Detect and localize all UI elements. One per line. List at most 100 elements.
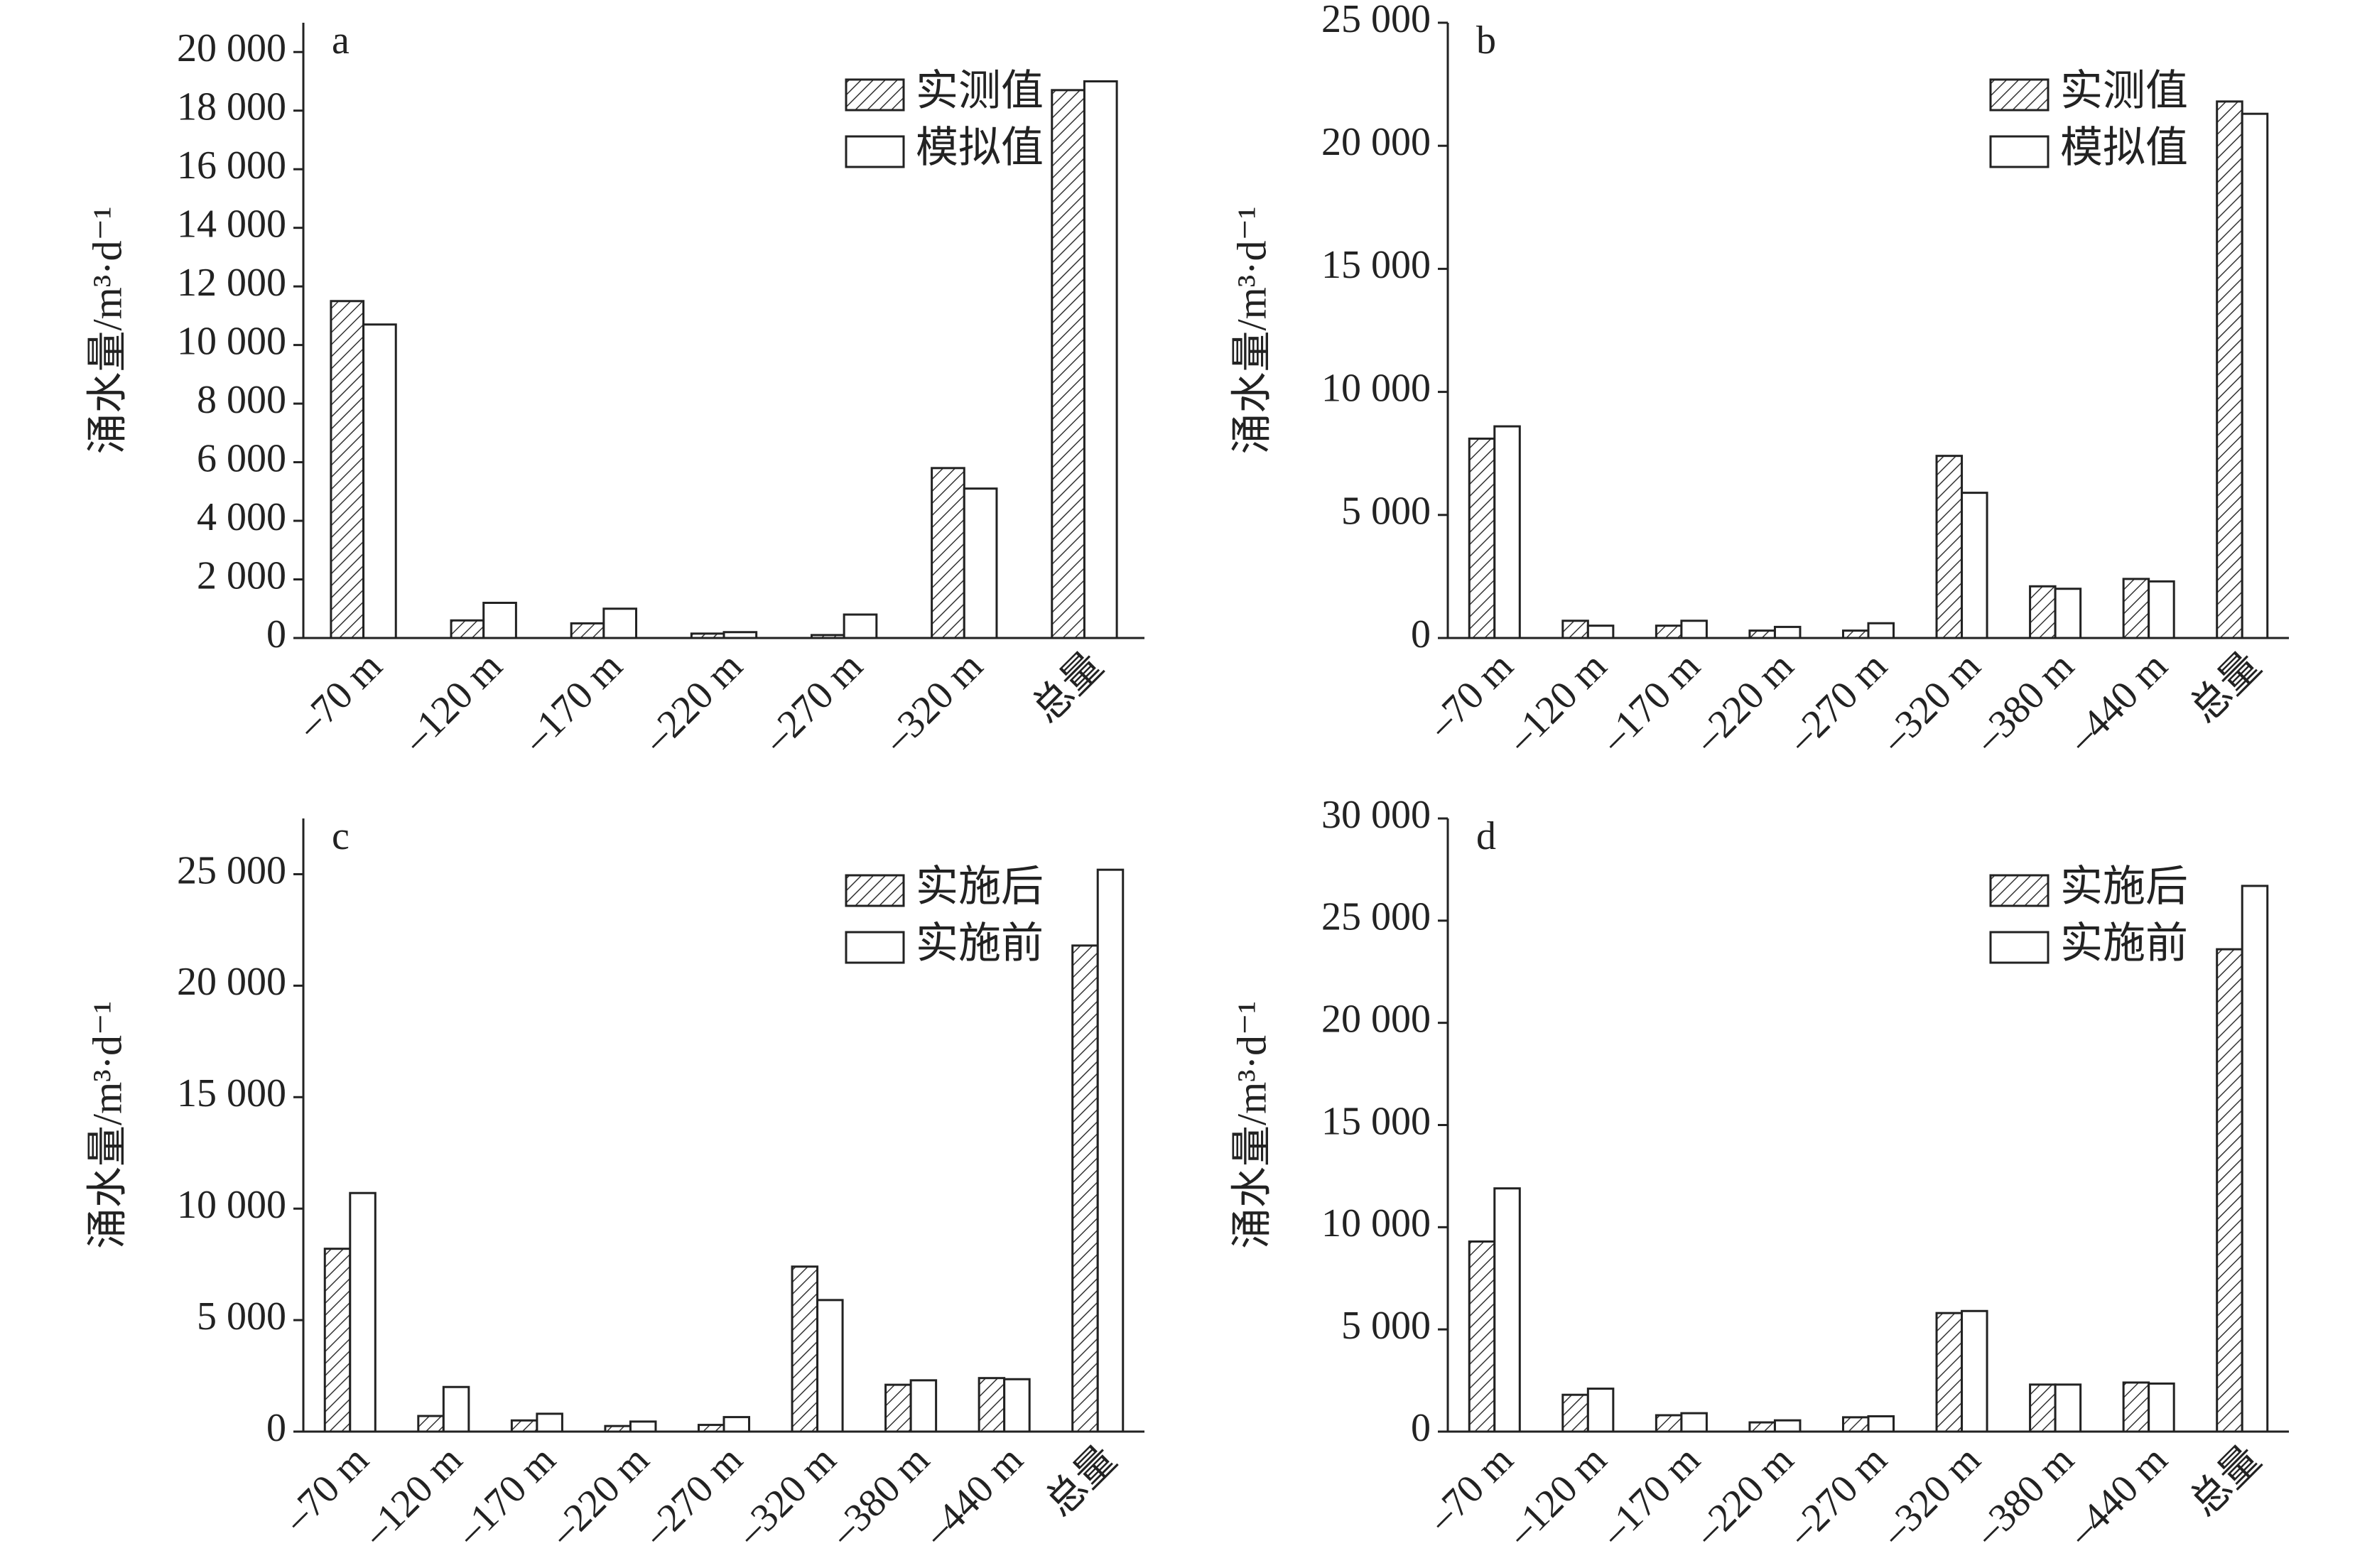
y-tick-label: 18 000 (177, 85, 286, 129)
x-tick-label: –320 m (1872, 644, 1988, 760)
bar (450, 619, 485, 639)
bar (1680, 1412, 1708, 1433)
bar (1841, 1416, 1870, 1433)
x-tick-label: 总量 (1037, 1437, 1125, 1525)
y-axis-title: 涌水量/m³·d⁻¹ (1228, 1001, 1274, 1249)
bar (1748, 629, 1776, 639)
x-tick-label: –70 m (288, 644, 391, 747)
legend-swatch (1989, 874, 2050, 907)
y-tick-label: 5 000 (1341, 1304, 1431, 1348)
y-tick-label: 0 (266, 1406, 286, 1450)
bar (1561, 620, 1589, 639)
y-tick-label: 20 000 (177, 960, 286, 1004)
y-tick-label: 10 000 (1321, 366, 1431, 410)
legend-label: 实施后 (2060, 863, 2188, 910)
bar (2241, 885, 2269, 1433)
legend-swatch (1989, 78, 2050, 112)
bar (2029, 1383, 2057, 1433)
x-tick-label: –380 m (1966, 1437, 2082, 1554)
bar (1841, 629, 1870, 639)
legend-label: 模拟值 (2060, 124, 2188, 171)
x-tick-label: –270 m (1779, 1437, 1895, 1554)
bar (1468, 1240, 1496, 1433)
y-tick-label: 25 000 (1321, 0, 1431, 41)
bar (1586, 1388, 1615, 1433)
bar (1935, 1312, 1964, 1433)
legend-swatch (1989, 931, 2050, 964)
bar (697, 1424, 725, 1433)
bar (1083, 80, 1118, 639)
y-tick-label: 5 000 (1341, 490, 1431, 534)
bar (722, 1416, 751, 1433)
bar (1935, 455, 1964, 639)
bar (570, 622, 605, 639)
y-tick-label: 0 (1411, 612, 1431, 656)
x-tick-label: –320 m (875, 644, 991, 760)
bar (1051, 89, 1085, 639)
bar (722, 631, 758, 639)
x-tick-label: –440 m (914, 1437, 1031, 1554)
x-tick-label: –270 m (1779, 644, 1895, 760)
x-tick-label: –220 m (541, 1437, 657, 1554)
bar (1680, 620, 1708, 639)
bar (1655, 1414, 1683, 1433)
bar (1561, 1393, 1589, 1433)
legend-swatch (845, 931, 905, 964)
x-tick-label: 总量 (1024, 644, 1112, 731)
y-tick-label: 5 000 (197, 1294, 286, 1339)
bar (629, 1420, 657, 1433)
bar (690, 632, 725, 639)
x-tick-label: –120 m (394, 644, 511, 760)
bar (2216, 948, 2243, 1433)
y-tick-label: 15 000 (1321, 243, 1431, 287)
x-tick-label: –170 m (514, 644, 631, 760)
bar (1961, 492, 1988, 639)
bar (1071, 944, 1099, 1433)
y-tick-label: 15 000 (177, 1071, 286, 1115)
x-tick-label: –270 m (634, 1437, 751, 1554)
bar (349, 1191, 377, 1433)
x-tick-label: –220 m (634, 644, 751, 760)
x-tick-label: –380 m (1966, 644, 2082, 760)
bar (417, 1415, 445, 1433)
x-tick-label: –380 m (821, 1437, 938, 1554)
bar (2148, 1382, 2175, 1433)
bar (884, 1383, 912, 1433)
y-tick-label: 8 000 (197, 378, 286, 422)
y-axis-title: 涌水量/m³·d⁻¹ (84, 1001, 130, 1249)
x-tick-label: –120 m (354, 1437, 470, 1554)
y-tick-label: 25 000 (177, 848, 286, 892)
x-tick-label: –270 m (754, 644, 871, 760)
bar (1493, 1187, 1521, 1433)
bar (2054, 588, 2082, 639)
x-tick-label: –220 m (1685, 1437, 1802, 1554)
x-tick-label: –170 m (1592, 644, 1709, 760)
bar (816, 1299, 844, 1433)
y-tick-label: 4 000 (197, 495, 286, 539)
bar (330, 300, 365, 639)
y-tick-label: 15 000 (1321, 1099, 1431, 1143)
x-tick-label: –220 m (1685, 644, 1802, 760)
bar (909, 1379, 938, 1433)
bar (1493, 425, 1521, 639)
legend-label: 实测值 (2060, 67, 2188, 114)
x-tick-label: –320 m (727, 1437, 844, 1554)
y-tick-label: 20 000 (1321, 997, 1431, 1042)
bar (604, 1424, 632, 1433)
x-tick-label: –120 m (1498, 1437, 1615, 1554)
bar (1748, 1421, 1776, 1433)
legend-label: 模拟值 (916, 124, 1044, 171)
bar (362, 323, 397, 639)
bar (843, 613, 878, 639)
bar (1867, 622, 1895, 639)
y-tick-label: 16 000 (177, 144, 286, 188)
bar (2029, 585, 2057, 639)
legend-swatch (1989, 135, 2050, 168)
y-axis-title: 涌水量/m³·d⁻¹ (1228, 207, 1274, 455)
legend-swatch (845, 135, 905, 168)
bar (442, 1385, 470, 1433)
legend-label: 实测值 (916, 67, 1044, 114)
bar (1096, 868, 1125, 1433)
x-tick-label: –320 m (1872, 1437, 1988, 1554)
